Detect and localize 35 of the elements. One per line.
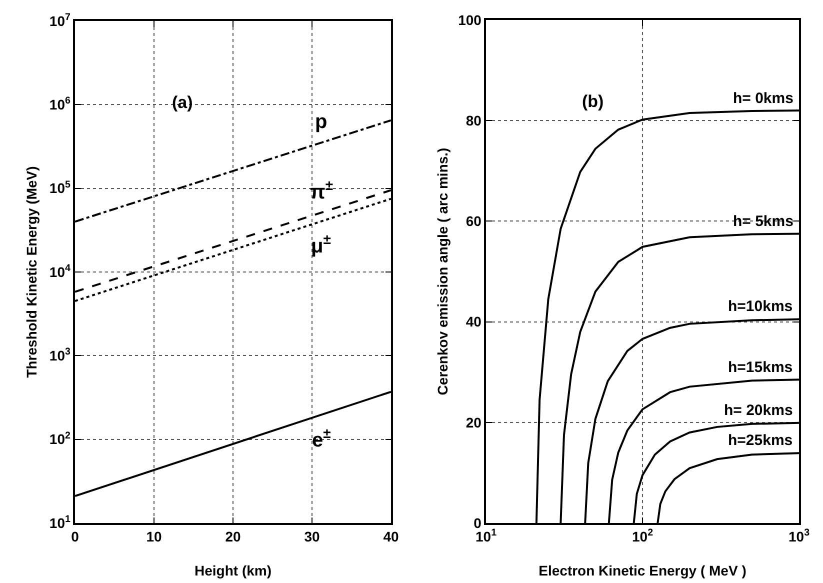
y-tick-label: 10$^{5}$: [49, 179, 71, 196]
series-label: h= 20kms: [724, 402, 793, 419]
y-tick-label: 100: [458, 12, 482, 28]
y-tick-label: 40: [466, 314, 482, 330]
x-tick-label: 10$^{2}$: [632, 528, 654, 545]
y-tick-label: 10$^{1}$: [49, 514, 71, 531]
x-axis-title: Electron Kinetic Energy ( MeV ): [538, 562, 746, 578]
y-tick-label: 10$^{7}$: [49, 12, 71, 29]
series-label: μ$^{±}$: [311, 231, 332, 258]
series-label: h= 0kms: [733, 90, 794, 107]
y-tick-label: 10$^{2}$: [49, 430, 71, 448]
y-axis-title: Cerenkov emission angle ( arc mins.): [434, 148, 450, 396]
annotation: (a): [172, 93, 193, 112]
series-label: h=10kms: [728, 298, 793, 315]
series-label: π$^{±}$: [310, 177, 334, 204]
series-label: p: [315, 111, 328, 133]
y-tick-label: 10$^{6}$: [49, 96, 71, 113]
series-label: h=25kms: [728, 432, 793, 449]
x-tick-label: 40: [383, 528, 399, 545]
annotation: (b): [582, 92, 604, 111]
legend-label: h= 5kms: [733, 213, 794, 230]
x-tick-label: 10: [146, 528, 162, 545]
y-tick-label: 0: [474, 514, 482, 531]
y-tick-label: 10$^{4}$: [49, 263, 71, 280]
x-axis-title: Height (km): [194, 562, 272, 578]
y-tick-label: 80: [466, 112, 482, 128]
series-label: h=15kms: [728, 359, 793, 376]
y-tick-label: 20: [466, 414, 482, 430]
y-axis-title: Threshold Kinetic Energy (MeV): [24, 166, 40, 378]
y-tick-label: 60: [466, 213, 482, 230]
series-label: e$^{±}$: [312, 425, 332, 452]
y-tick-label: 10$^{3}$: [49, 346, 71, 364]
x-tick-label: 20: [225, 528, 241, 545]
x-tick-label: 10$^{3}$: [788, 528, 810, 545]
x-tick-label: 30: [304, 528, 320, 545]
